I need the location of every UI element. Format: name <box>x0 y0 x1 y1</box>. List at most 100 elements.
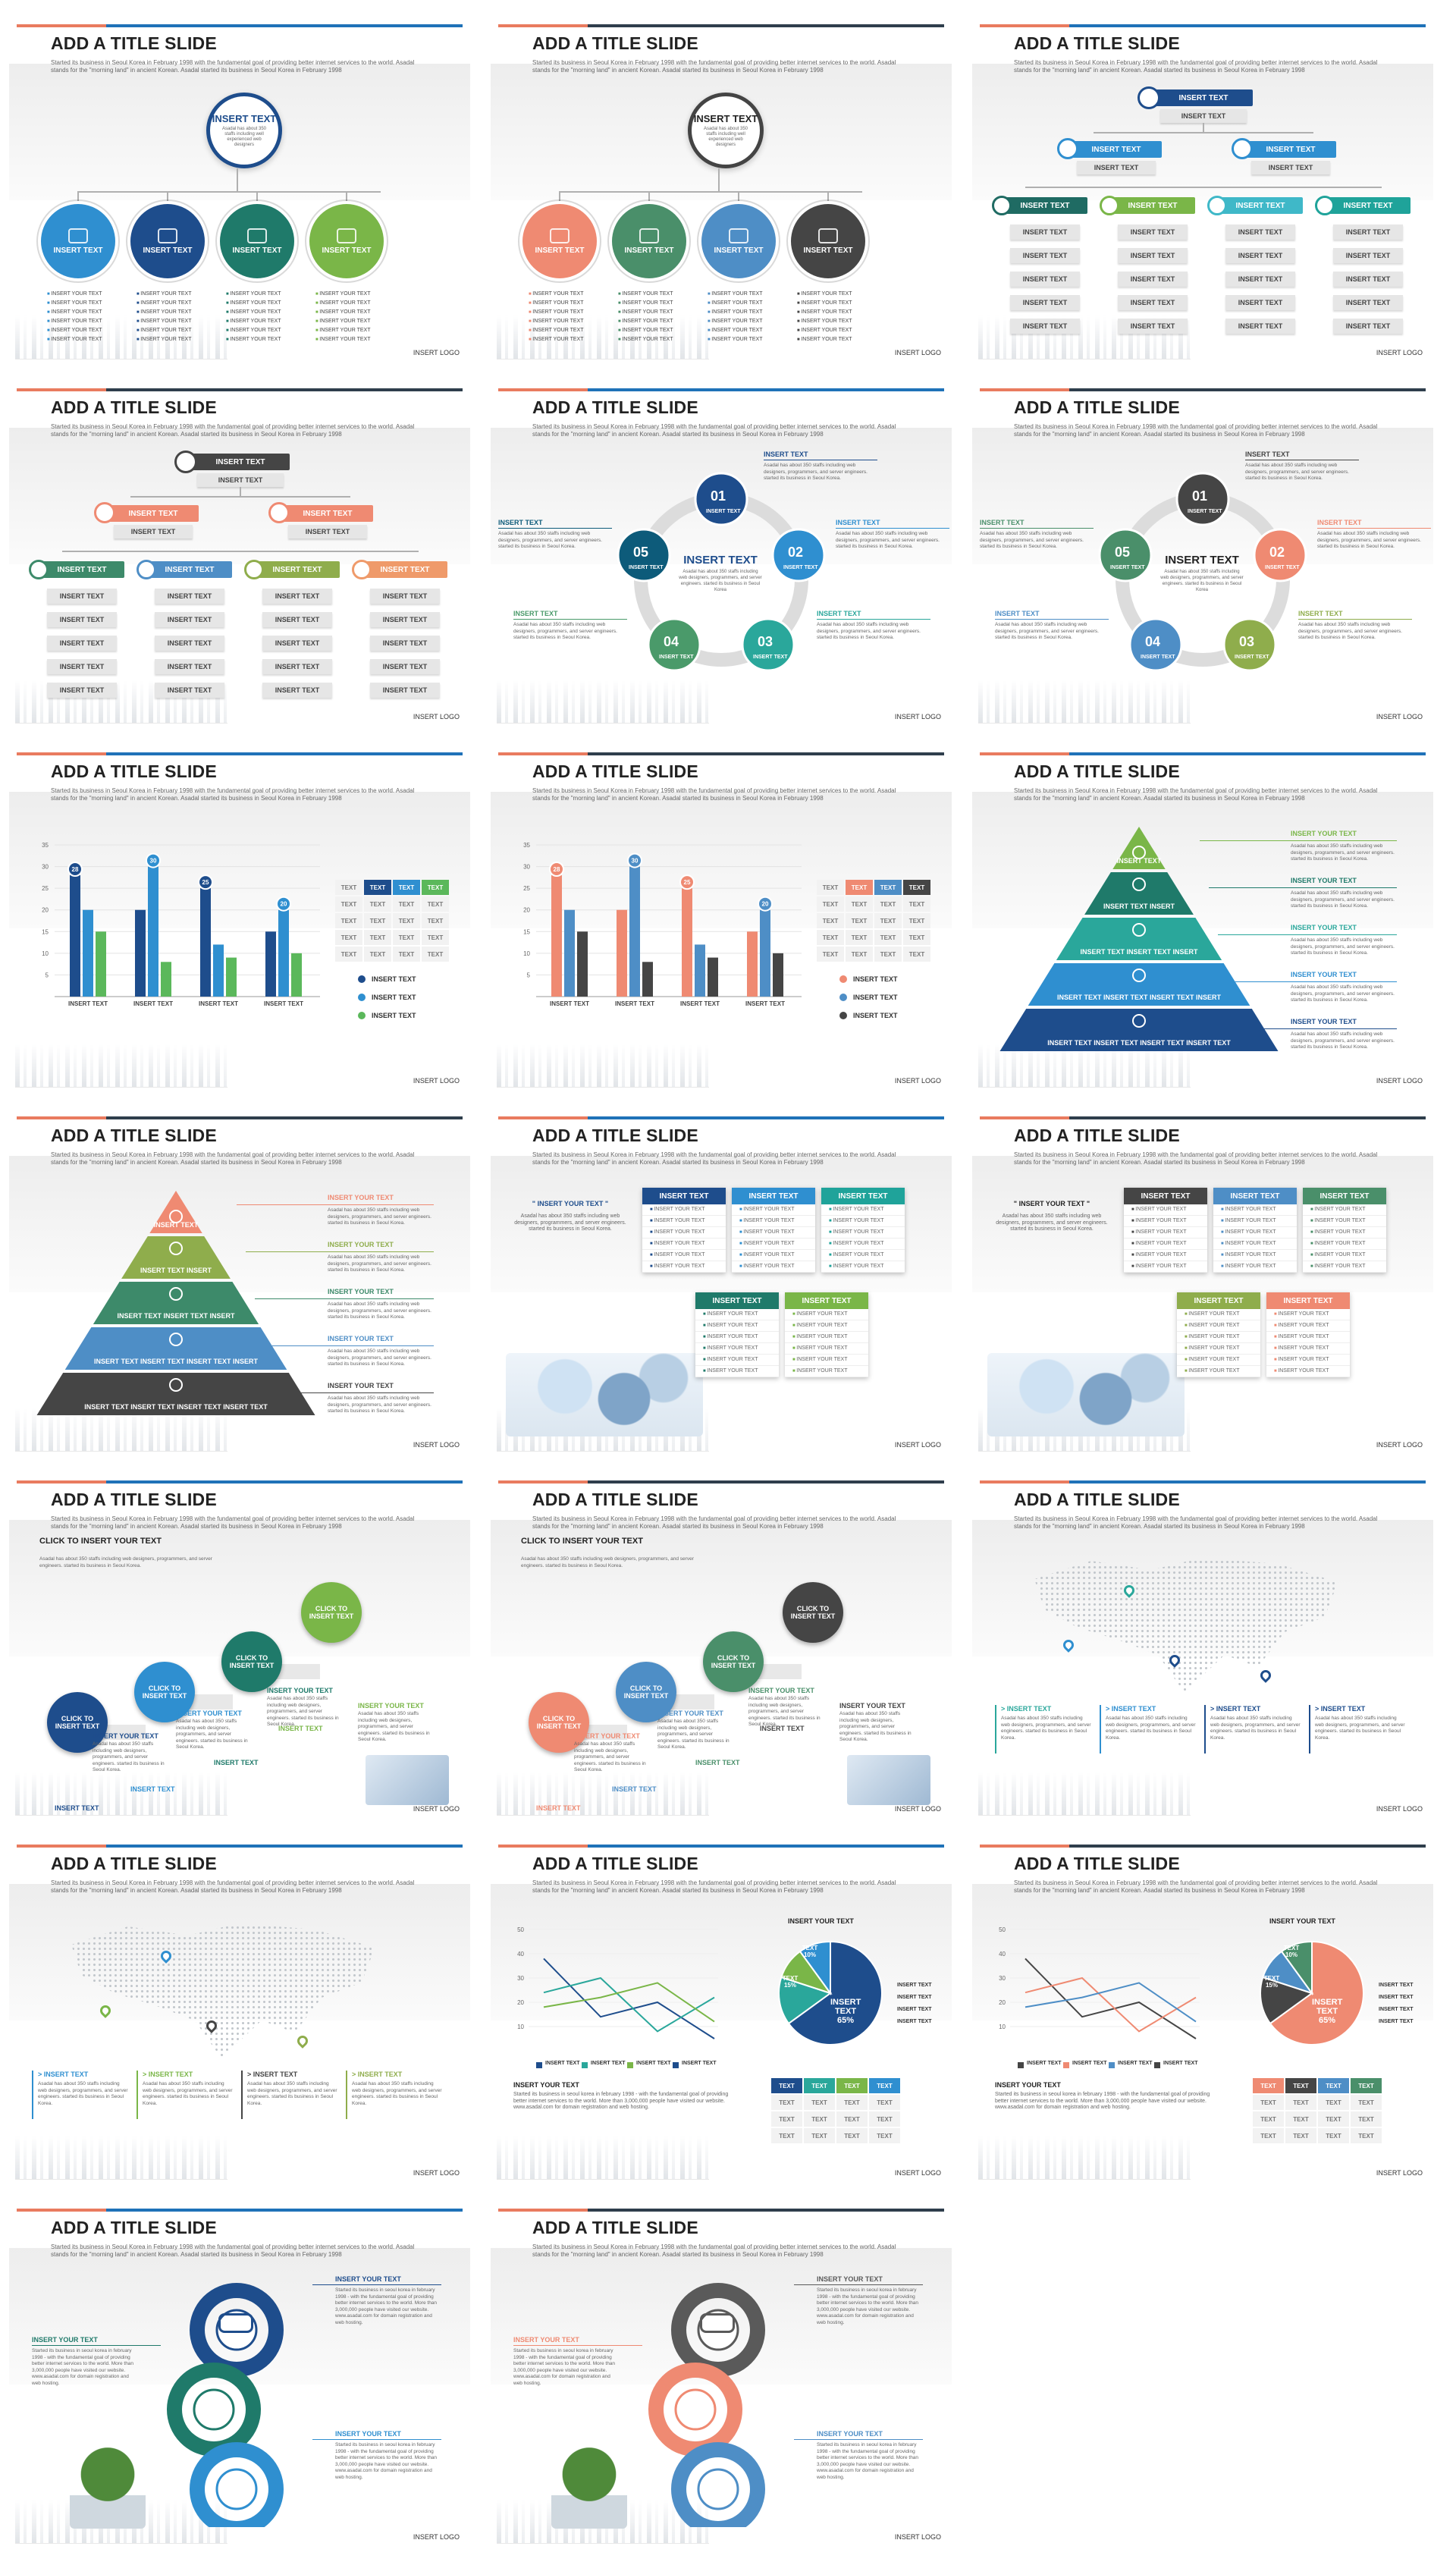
callout-text: Asadal has about 350 staffs including we… <box>498 531 602 549</box>
card-header: INSERT TEXT <box>732 1188 815 1204</box>
value-callout <box>198 874 213 890</box>
level-icon <box>1132 846 1146 859</box>
arrow-title: INSERT YOUR TEXT <box>817 2275 883 2283</box>
slide-20[interactable]: ADD A TITLE SLIDE Started its business in… <box>491 2195 952 2548</box>
column-cell: INSERT TEXT <box>155 659 224 674</box>
main-circle-title: INSERT TEXT <box>212 113 277 124</box>
table-cell: TEXT <box>1351 2128 1382 2143</box>
slide-17[interactable]: ADD A TITLE SLIDE Started its business in… <box>491 1831 952 2184</box>
pyramid-level-4 <box>1028 963 1250 1006</box>
card-row: INSERT YOUR TEXT <box>1213 1227 1297 1239</box>
legend-marker <box>358 994 366 1001</box>
cycle-number: 02 <box>788 545 803 560</box>
callout-rule <box>817 619 930 620</box>
bar-3-1 <box>682 888 692 997</box>
column-bar <box>346 2071 347 2119</box>
slide-16[interactable]: ADD A TITLE SLIDE Started its business in… <box>9 1831 470 2184</box>
column-bar <box>32 2071 33 2119</box>
connector <box>346 191 347 203</box>
card-row: INSERT YOUR TEXT <box>732 1204 815 1216</box>
legend-label: INSERT TEXT <box>372 1012 416 1019</box>
column-bar <box>1204 1705 1206 1754</box>
arrow-text: Started its business in seoul korea in f… <box>335 2287 438 2325</box>
column-cell: INSERT TEXT <box>262 589 332 604</box>
column-cell: INSERT TEXT <box>370 612 440 627</box>
slide-2[interactable]: ADD A TITLE SLIDE Started its business in… <box>491 11 952 364</box>
table-cell: TEXT <box>874 947 902 962</box>
slide-10[interactable]: ADD A TITLE SLIDE Started its business in… <box>9 1103 470 1456</box>
card-row: INSERT YOUR TEXT <box>1303 1216 1386 1227</box>
bullet-item: INSERT YOUR TEXT <box>708 308 762 317</box>
level-label: INSERT TEXT INSERT TEXT INSERT TEXT INSE… <box>94 1358 259 1365</box>
table-cell: TEXT <box>422 947 449 962</box>
category-circle-1: INSERT TEXT <box>41 204 115 278</box>
legend-label: INSERT TEXT <box>853 975 898 983</box>
slide-5[interactable]: ADD A TITLE SLIDE Started its business in… <box>491 375 952 728</box>
cycle-node-label: INSERT TEXT <box>1188 509 1222 514</box>
side-text: Asadal has about 350 staffs including we… <box>1291 843 1395 862</box>
slide-18[interactable]: ADD A TITLE SLIDE Started its business in… <box>972 1831 1433 2184</box>
column-icon <box>352 560 372 579</box>
level-icon <box>1132 969 1146 982</box>
slide-14[interactable]: ADD A TITLE SLIDE Started its business in… <box>491 1467 952 1820</box>
slide-8[interactable]: ADD A TITLE SLIDE Started its business in… <box>491 739 952 1092</box>
bar-3-3 <box>226 957 237 997</box>
connector <box>559 191 560 203</box>
card-row: INSERT YOUR TEXT <box>1177 1309 1260 1320</box>
slide-title: ADD A TITLE SLIDE <box>1014 1854 1180 1873</box>
y-tick-label: 40 <box>999 1951 1006 1958</box>
column-icon <box>244 560 264 579</box>
step-circle-label: CLICK TO INSERT TEXT <box>142 1684 187 1700</box>
side-title: INSERT YOUR TEXT <box>1291 1018 1357 1025</box>
cycle-node-label: INSERT TEXT <box>1265 565 1300 570</box>
side-rule <box>246 1251 434 1252</box>
cycle-number: 04 <box>664 634 679 649</box>
slide-3[interactable]: ADD A TITLE SLIDE Started its business in… <box>972 11 1433 364</box>
slide-7[interactable]: ADD A TITLE SLIDE Started its business in… <box>9 739 470 1092</box>
card-row: INSERT YOUR TEXT <box>785 1309 868 1320</box>
callout-text: Asadal has about 350 staffs including we… <box>817 622 921 640</box>
cycle-node-2 <box>1253 528 1307 582</box>
card-row: INSERT YOUR TEXT <box>1124 1250 1207 1261</box>
slide-subtitle: Started its business in Seoul Korea in F… <box>532 59 896 74</box>
column-bar <box>1100 1705 1101 1754</box>
table-cell: TEXT <box>1318 2128 1349 2143</box>
slide-15[interactable]: ADD A TITLE SLIDE Started its business in… <box>972 1467 1433 1820</box>
slide-9[interactable]: ADD A TITLE SLIDE Started its business in… <box>972 739 1433 1092</box>
card-row: INSERT YOUR TEXT <box>1266 1309 1350 1320</box>
card-row: INSERT YOUR TEXT <box>1124 1204 1207 1216</box>
slide-19[interactable]: ADD A TITLE SLIDE Started its business in… <box>9 2195 470 2548</box>
table-cell: TEXT <box>836 2128 868 2143</box>
column-cell: INSERT TEXT <box>1333 295 1403 310</box>
cycle-node-label: INSERT TEXT <box>753 655 788 660</box>
category-circle-2: INSERT TEXT <box>130 204 205 278</box>
quote-title: " INSERT YOUR TEXT " <box>1013 1200 1090 1207</box>
side-title: INSERT YOUR TEXT <box>328 1288 394 1295</box>
column-cell: INSERT TEXT <box>1010 248 1080 263</box>
arrow-text: Started its business in seoul korea in f… <box>513 2348 616 2386</box>
card-row: INSERT YOUR TEXT <box>1213 1250 1297 1261</box>
mid-box-1: INSERT TEXT <box>1071 141 1162 158</box>
table-cell: TEXT <box>422 896 449 912</box>
level-icon <box>169 1287 183 1301</box>
bullet-item: INSERT YOUR TEXT <box>47 326 102 335</box>
x-tick-label: INSERT TEXT <box>133 1000 173 1007</box>
slide-11[interactable]: ADD A TITLE SLIDE Started its business in… <box>491 1103 952 1456</box>
card-row: INSERT YOUR TEXT <box>821 1216 905 1227</box>
slide-12[interactable]: ADD A TITLE SLIDE Started its business in… <box>972 1103 1433 1456</box>
slide-4[interactable]: ADD A TITLE SLIDE Started its business in… <box>9 375 470 728</box>
mid-box-2: INSERT TEXT <box>1245 141 1336 158</box>
slide-13[interactable]: ADD A TITLE SLIDE Started its business in… <box>9 1467 470 1820</box>
slide-6[interactable]: ADD A TITLE SLIDE Started its business in… <box>972 375 1433 728</box>
slide-1[interactable]: ADD A TITLE SLIDE Started its business in… <box>9 11 470 364</box>
callout-text: Asadal has about 350 staffs including we… <box>1245 463 1349 481</box>
card-row: INSERT YOUR TEXT <box>642 1261 726 1273</box>
arrow-title: INSERT YOUR TEXT <box>335 2430 401 2438</box>
legend-label: INSERT TEXT <box>1072 2061 1107 2066</box>
